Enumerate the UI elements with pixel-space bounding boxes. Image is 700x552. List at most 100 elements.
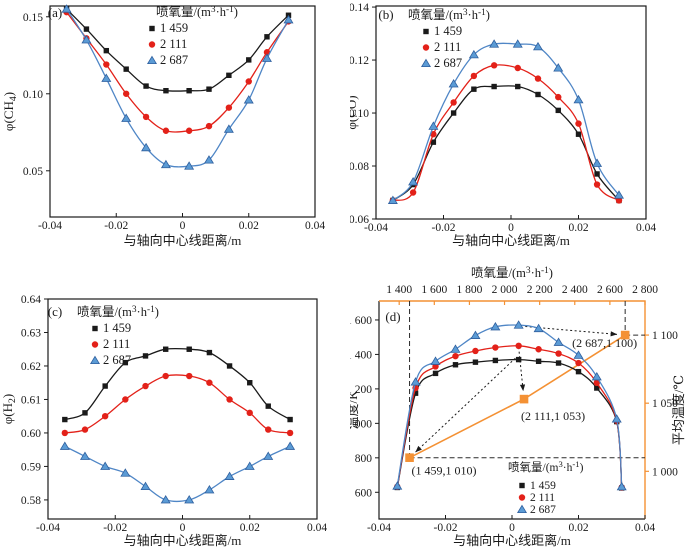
y-tick-label: 0.63 <box>21 327 41 339</box>
marker-triangle <box>490 321 501 331</box>
marker-square <box>143 83 149 89</box>
marker-circle <box>492 344 499 351</box>
marker-circle <box>122 90 130 97</box>
right-tick-label: 1 100 <box>652 330 678 342</box>
top-tick-label: 2 400 <box>562 284 588 296</box>
marker-triangle <box>387 195 398 204</box>
marker-triangle <box>573 94 584 104</box>
marker-circle <box>535 346 542 353</box>
marker-triangle <box>89 355 101 364</box>
y-tick-label: 800 <box>355 453 373 465</box>
marker-triangle <box>430 356 441 365</box>
top-axis-label: 喷氧量/(m3·h-1) <box>471 266 553 280</box>
series-line <box>64 347 291 421</box>
series-2687 <box>59 441 296 504</box>
marker-square <box>186 88 192 94</box>
x-tick-label: 0.02 <box>568 522 588 534</box>
marker-square <box>594 171 600 177</box>
marker-triangle <box>224 471 235 480</box>
marker-triangle <box>591 371 602 381</box>
y-tick-label: 600 <box>355 487 373 499</box>
top-tick-label: 2 000 <box>492 284 518 296</box>
marker-triangle <box>160 495 171 504</box>
series-1459 <box>63 6 292 94</box>
marker-circle <box>615 197 623 204</box>
x-tick-label: -0.02 <box>432 222 456 234</box>
marker-square <box>515 83 521 90</box>
marker-circle <box>514 64 521 72</box>
marker-square <box>264 34 270 40</box>
series-2687 <box>387 39 625 204</box>
x-tick-label: 0.02 <box>239 220 259 232</box>
marker-triangle <box>184 161 195 170</box>
y-tick-label: 0.08 <box>350 161 369 173</box>
marker-triangle <box>592 158 603 167</box>
peak-to-avg-dotted-line <box>518 347 524 392</box>
marker-square <box>575 131 582 137</box>
y-axis-label: φ(CH4) <box>1 92 19 131</box>
legend-label: 2 111 <box>530 492 555 504</box>
marker-circle <box>162 127 170 134</box>
legend-label: 2 111 <box>103 337 130 351</box>
marker-triangle <box>616 481 627 491</box>
arrowhead <box>415 445 422 453</box>
y-tick-label: 0.60 <box>21 428 41 440</box>
marker-triangle <box>420 58 432 67</box>
y-axis-label: φ(CO) <box>350 95 359 129</box>
marker-circle <box>103 61 110 68</box>
marker-triangle <box>470 330 481 339</box>
marker-square <box>491 83 497 90</box>
marker-circle <box>515 342 522 350</box>
marker-square <box>247 380 253 386</box>
legend-title: 喷氧量/(m3·h-1) <box>77 305 159 319</box>
x-tick-label: -0.04 <box>36 522 60 534</box>
legend-label: 1 459 <box>103 321 131 335</box>
marker-square <box>450 110 457 116</box>
marker-square <box>92 325 98 332</box>
chart-b-svg: -0.04 -0.02 0 0.02 0.04 0.06 0.08 0.10 0.12 0.14 与… <box>350 2 656 248</box>
marker-square <box>186 346 192 352</box>
legend-label: 2 687 <box>530 504 556 516</box>
marker-square <box>535 358 542 365</box>
marker-circle <box>593 379 600 387</box>
marker-triangle <box>81 35 92 44</box>
x-tick-label: 0 <box>180 220 186 232</box>
legend-label: 2 111 <box>160 37 187 51</box>
marker-triangle <box>283 14 294 24</box>
marker-triangle <box>512 39 523 48</box>
marker-square <box>555 107 561 114</box>
right-axis-label: 平均温度/℃ <box>671 375 686 445</box>
top-tick-label: 2 200 <box>527 284 553 296</box>
marker-circle <box>245 78 252 85</box>
x-axis-label: 与轴向中心线距离/m <box>124 233 242 248</box>
chart-b-co-profile: -0.04 -0.02 0 0.02 0.04 0.06 0.08 0.10 0.12 0.14 与… <box>350 0 700 276</box>
top-tick-label: 2 600 <box>597 284 623 296</box>
marker-triangle <box>611 414 622 423</box>
x-tick-label: -0.02 <box>434 522 458 534</box>
marker-square <box>142 353 149 359</box>
x-tick-label: 0.04 <box>305 220 325 232</box>
marker-triangle <box>160 159 171 169</box>
marker-circle <box>555 93 562 101</box>
marker-square <box>594 385 600 391</box>
marker-square <box>492 357 499 364</box>
legend-label: 2 111 <box>434 40 461 54</box>
marker-triangle <box>243 95 254 104</box>
legend-label: 2 687 <box>434 56 462 70</box>
marker-circle <box>142 113 150 121</box>
x-tick-label: 0.04 <box>636 222 656 234</box>
legend-title: 喷氧量/(m3·h-1) <box>408 8 490 22</box>
panel-tag: (c) <box>48 304 62 319</box>
series-2111 <box>389 62 623 204</box>
marker-triangle <box>100 461 111 470</box>
chart-a-ch4-profile: -0.04 -0.02 0 0.02 0.04 0.05 0.10 0.15 与轴向中心线距离/… <box>0 0 350 276</box>
y-tick-label: 0.05 <box>23 166 43 178</box>
marker-square <box>620 330 630 340</box>
marker-square <box>432 370 439 377</box>
x-tick-label: 0.04 <box>307 522 327 534</box>
marker-circle <box>518 494 526 501</box>
x-tick-label: -0.04 <box>367 522 391 534</box>
